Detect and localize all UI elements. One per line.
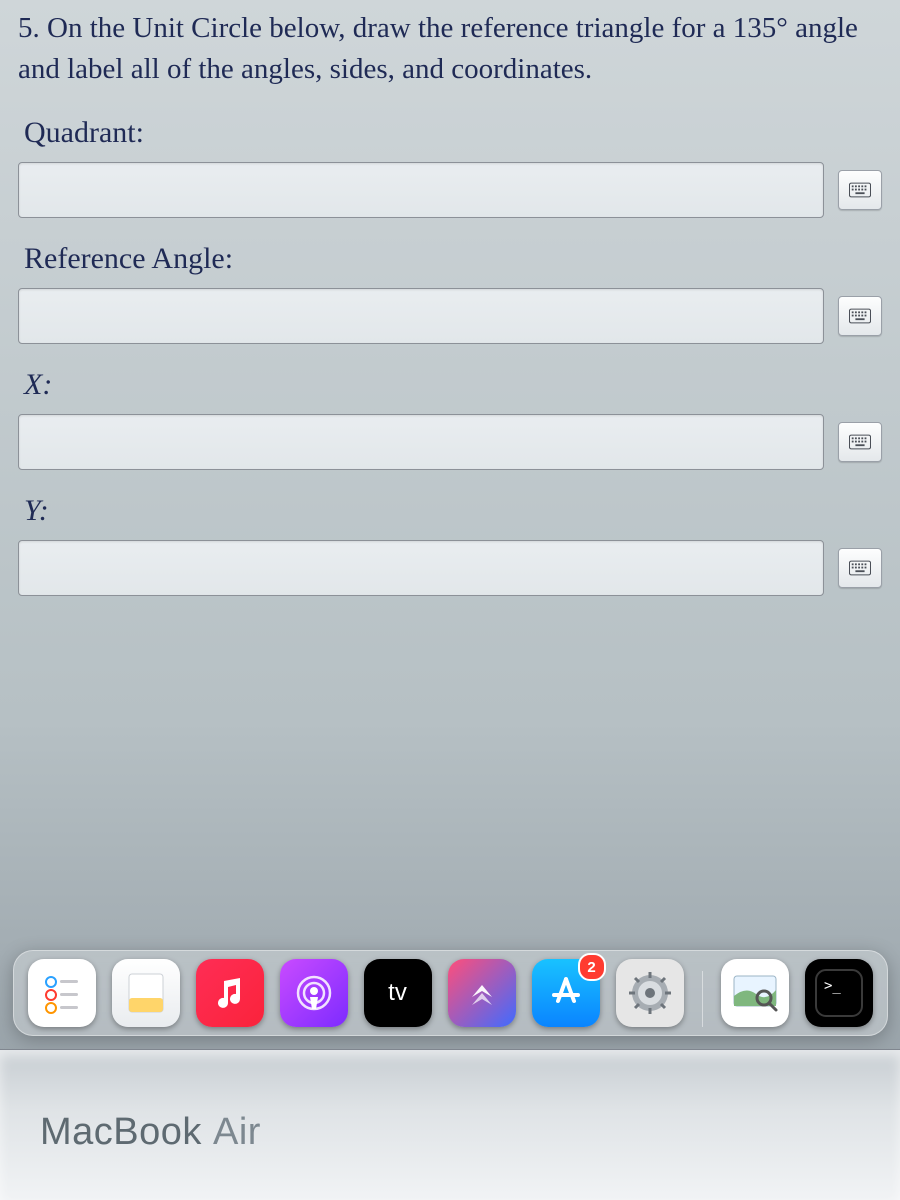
svg-text:>_: >_: [824, 978, 841, 994]
podcasts-icon[interactable]: [280, 959, 348, 1027]
files-icon[interactable]: [112, 959, 180, 1027]
keyboard-icon: [849, 308, 871, 324]
x-label: X:: [24, 368, 882, 402]
appstore-icon[interactable]: 2: [532, 959, 600, 1027]
y-input[interactable]: [18, 540, 824, 596]
y-row: [18, 540, 882, 596]
laptop-bezel: MacBook Air: [0, 1049, 900, 1200]
question-text: 5. On the Unit Circle below, draw the re…: [18, 8, 882, 90]
question-area: 5. On the Unit Circle below, draw the re…: [0, 0, 900, 596]
keyboard-button-quadrant[interactable]: [838, 170, 882, 210]
reference-angle-input[interactable]: [18, 288, 824, 344]
music-icon[interactable]: [196, 959, 264, 1027]
preview-icon[interactable]: [721, 959, 789, 1027]
settings-icon[interactable]: [616, 959, 684, 1027]
shortcuts-icon[interactable]: [448, 959, 516, 1027]
keyboard-icon: [849, 434, 871, 450]
x-input[interactable]: [18, 414, 824, 470]
quadrant-row: [18, 162, 882, 218]
quadrant-label: Quadrant:: [24, 116, 882, 150]
laptop-model: Air: [213, 1111, 261, 1153]
dock-container: tv 2: [0, 950, 900, 1036]
x-row: [18, 414, 882, 470]
reminders-icon[interactable]: [28, 959, 96, 1027]
dock: tv 2: [13, 950, 888, 1036]
quadrant-input[interactable]: [18, 162, 824, 218]
y-label: Y:: [24, 494, 882, 528]
reference-angle-row: [18, 288, 882, 344]
keyboard-button-x[interactable]: [838, 422, 882, 462]
keyboard-button-reference[interactable]: [838, 296, 882, 336]
laptop-label: MacBook Air: [40, 1111, 261, 1154]
keyboard-icon: [849, 182, 871, 198]
tv-label: tv: [388, 979, 407, 1006]
tv-icon[interactable]: tv: [364, 959, 432, 1027]
dock-separator: [702, 971, 703, 1027]
keyboard-button-y[interactable]: [838, 548, 882, 588]
screen: 5. On the Unit Circle below, draw the re…: [0, 0, 900, 1200]
terminal-icon[interactable]: >_: [805, 959, 873, 1027]
keyboard-icon: [849, 560, 871, 576]
appstore-badge: 2: [578, 953, 606, 981]
laptop-brand: MacBook: [40, 1111, 202, 1153]
reference-angle-label: Reference Angle:: [24, 242, 882, 276]
